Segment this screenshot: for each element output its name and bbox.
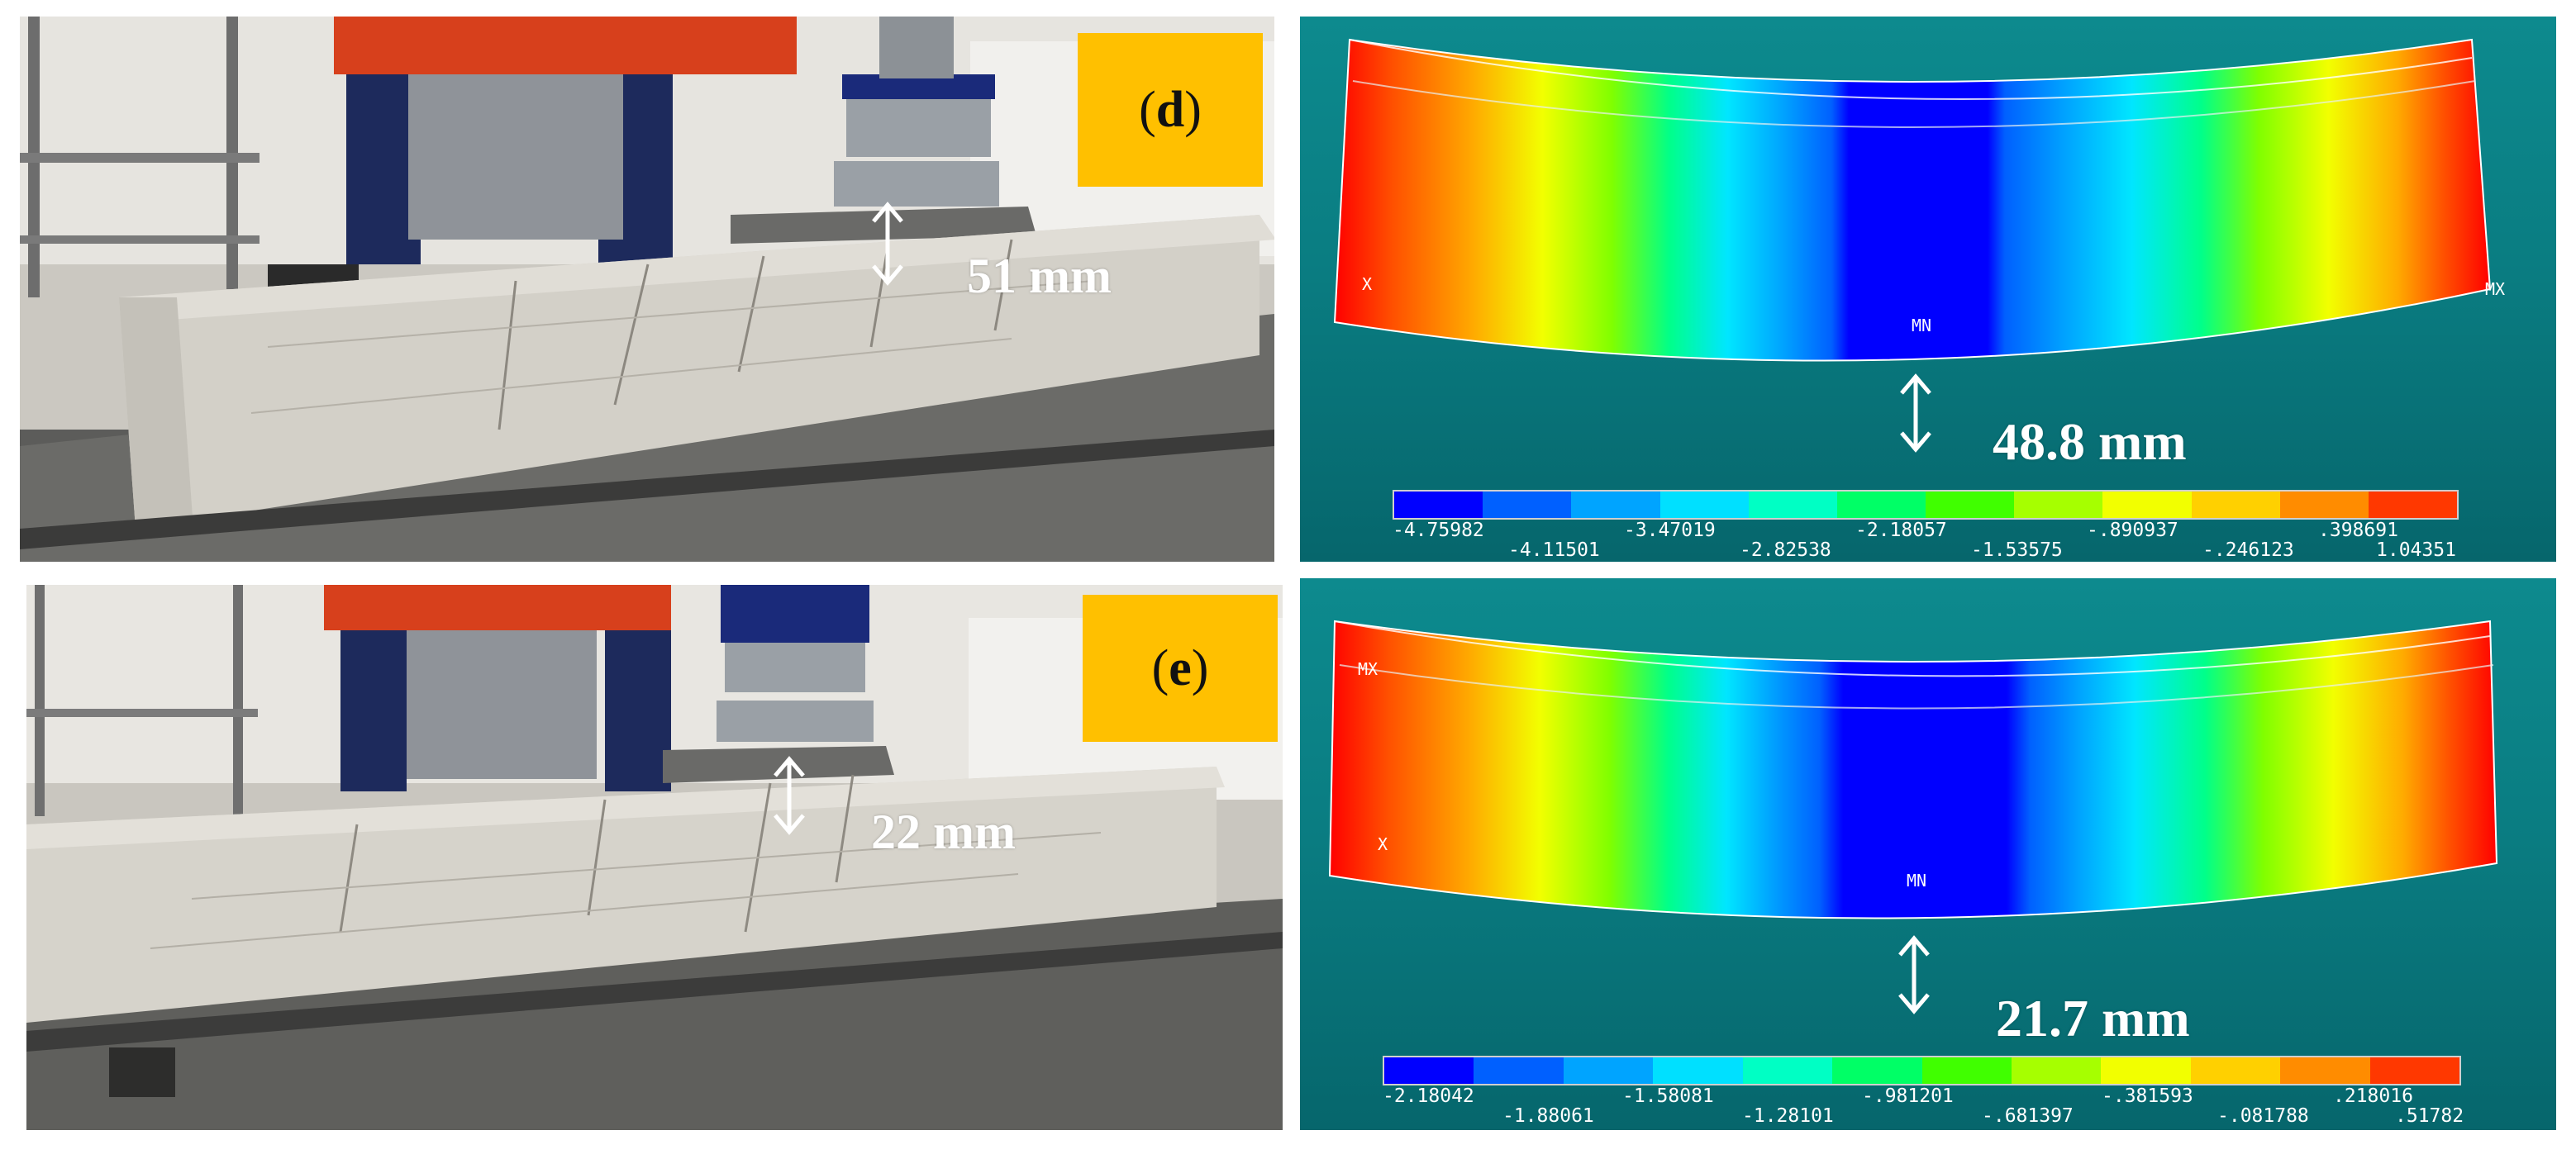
tag-open-paren: (: [1151, 639, 1169, 696]
fe-min-label-e: MN: [1907, 871, 1927, 891]
fe-deflection-arrow-e: [1898, 935, 1930, 1014]
fe-panel-e: MX X MN 21.7 mm -2.18042 -1.58081 -.9812…: [1300, 578, 2556, 1130]
legend-value: -.890937: [2087, 520, 2178, 541]
legend-swatch: [2102, 492, 2192, 518]
legend-value: -.981201: [1862, 1085, 1954, 1107]
legend-value: .51782: [2395, 1105, 2464, 1127]
fe-max-label-d: MX: [2485, 279, 2506, 299]
legend-swatch: [1832, 1057, 1922, 1084]
legend-value: -1.53575: [1971, 539, 2063, 561]
photo-deflection-label-e: 22 mm: [871, 805, 1016, 859]
legend-swatch: [2369, 1057, 2460, 1084]
photo-panel-e: (e) 22 mm: [26, 585, 1283, 1130]
legend-swatch: [2368, 492, 2458, 518]
legend-swatch: [2190, 1057, 2281, 1084]
photo-panel-d: (d) 51 mm: [20, 17, 1274, 562]
legend-value: -.381593: [2102, 1085, 2193, 1107]
legend-color-bar-d: [1393, 490, 2459, 520]
legend-swatch: [1921, 1057, 2012, 1084]
fe-max-label-e: MX: [1358, 659, 1378, 679]
fe-contour-beam-e: [1328, 620, 2498, 919]
legend-swatch: [1563, 1057, 1654, 1084]
panel-tag-e: (e): [1083, 595, 1278, 742]
panel-tag-d-letter: d: [1155, 81, 1185, 138]
legend-swatch: [1384, 1057, 1474, 1084]
panel-tag-d: (d): [1078, 33, 1263, 187]
fe-panel-d: X MX MN 48.8 mm -4.75982 -3.47019 -2.180…: [1300, 17, 2556, 562]
panel-tag-e-letter: e: [1169, 639, 1192, 696]
legend-swatch: [1394, 492, 1483, 518]
legend-value: .218016: [2333, 1085, 2413, 1107]
legend-value: -4.75982: [1393, 520, 1484, 541]
photo-deflection-arrow-e: [774, 756, 805, 835]
legend-swatch: [1659, 492, 1749, 518]
fe-min-label-d: MN: [1912, 316, 1932, 335]
legend-value: -1.88061: [1502, 1105, 1594, 1127]
test-rig-photo-e: [26, 585, 1283, 1130]
legend-value: .398691: [2318, 520, 2398, 541]
legend-swatch: [2280, 1057, 2370, 1084]
legend-value: -.081788: [2217, 1105, 2309, 1127]
legend-swatch: [1748, 492, 1837, 518]
fe-contour-beam-d: [1333, 38, 2492, 362]
legend-swatch: [1474, 1057, 1564, 1084]
fe-deflection-arrow-d: [1900, 373, 1931, 453]
legend-swatch: [1926, 492, 2015, 518]
legend-value: -2.82538: [1740, 539, 1831, 561]
legend-value: -.246123: [2202, 539, 2294, 561]
test-rig-photo-d: [20, 17, 1274, 562]
fe-axis-label-d: X: [1362, 274, 1373, 294]
legend-swatch: [1742, 1057, 1833, 1084]
legend-swatch: [1836, 492, 1926, 518]
tag-close-paren: ): [1191, 639, 1209, 696]
photo-deflection-label-d: 51 mm: [967, 249, 1112, 303]
photo-deflection-arrow-d: [872, 202, 903, 286]
tag-close-paren: ): [1184, 81, 1202, 138]
legend-value: -.681397: [1982, 1105, 2074, 1127]
legend-value: -1.28101: [1742, 1105, 1834, 1127]
legend-swatch: [2014, 492, 2103, 518]
fe-deflection-label-d: 48.8 mm: [1993, 412, 2187, 471]
legend-value: 1.04351: [2376, 539, 2456, 561]
fe-axis-label-e: X: [1378, 834, 1388, 854]
fe-deflection-label-e: 21.7 mm: [1996, 989, 2190, 1047]
legend-swatch: [2191, 492, 2280, 518]
legend-swatch: [1571, 492, 1660, 518]
legend-value: -4.11501: [1508, 539, 1600, 561]
legend-color-bar-e: [1383, 1056, 2461, 1085]
contour-legend-d: -4.75982 -3.47019 -2.18057 -.890937 .398…: [1393, 490, 2459, 561]
legend-value: -3.47019: [1624, 520, 1716, 541]
legend-value: -2.18057: [1855, 520, 1947, 541]
legend-value: -2.18042: [1383, 1085, 1474, 1107]
tag-open-paren: (: [1139, 81, 1156, 138]
legend-swatch: [1483, 492, 1572, 518]
contour-legend-e: -2.18042 -1.58081 -.981201 -.381593 .218…: [1383, 1056, 2464, 1127]
legend-swatch: [2101, 1057, 2191, 1084]
legend-value: -1.58081: [1622, 1085, 1714, 1107]
legend-swatch: [1653, 1057, 1743, 1084]
legend-swatch: [2279, 492, 2369, 518]
legend-swatch: [2011, 1057, 2102, 1084]
